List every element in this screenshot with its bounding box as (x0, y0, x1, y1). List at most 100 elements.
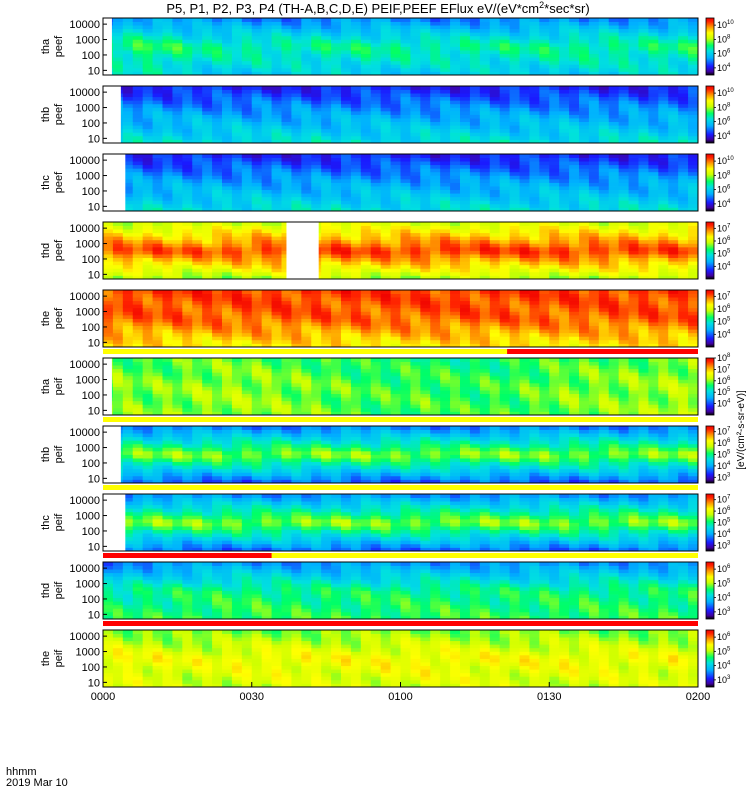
spectrogram-cell (291, 326, 301, 330)
spectrogram-cell (430, 175, 440, 179)
spectrogram-cell (539, 154, 549, 158)
spectrogram-cell (341, 179, 351, 183)
spectrogram-cell (480, 25, 490, 29)
spectrogram-cell (153, 165, 163, 169)
spectrogram-cell (579, 22, 589, 26)
spectrogram-cell (420, 336, 430, 340)
spectrogram-cell (420, 122, 430, 126)
spectrogram-cell (321, 308, 331, 312)
spectrogram-cell (133, 61, 143, 65)
spectrogram-cell (450, 183, 460, 187)
spectrogram-cell (321, 190, 331, 194)
spectrogram-cell (133, 369, 143, 373)
spectrogram-cell (510, 93, 520, 97)
spectrogram-cell (639, 261, 649, 265)
spectrogram-cell (282, 111, 292, 115)
spectrogram-cell (410, 104, 420, 108)
spectrogram-cell (549, 268, 559, 272)
spectrogram-cell (589, 136, 599, 140)
spectrogram-cell (609, 247, 619, 251)
spectrogram-cell (232, 97, 242, 101)
spectrogram-cell (599, 322, 609, 326)
spectrogram-cell (232, 233, 242, 237)
spectrogram-cell (510, 322, 520, 326)
spectrogram-cell (609, 54, 619, 58)
spectrogram-cell (321, 193, 331, 197)
spectrogram-cell (351, 93, 361, 97)
spectrogram-cell (480, 107, 490, 111)
spectrogram-cell (282, 93, 292, 97)
spectrogram-cell (678, 25, 688, 29)
spectrogram-cell (351, 268, 361, 272)
spectrogram-cell (391, 111, 401, 115)
spectrogram-cell (648, 261, 658, 265)
spectrogram-cell (143, 200, 153, 204)
spectrogram-cell (480, 68, 490, 72)
spectrogram-cell (401, 301, 411, 305)
spectrogram-cell (460, 193, 470, 197)
spectrogram-cell (123, 54, 133, 58)
spectrogram-cell (510, 315, 520, 319)
spectrogram-cell (192, 132, 202, 136)
spectrogram-cell (123, 304, 133, 308)
spectrogram-cell (430, 315, 440, 319)
spectrogram-cell (549, 229, 559, 233)
spectrogram-cell (391, 18, 401, 22)
spectrogram-cell (371, 315, 381, 319)
spectrogram-cell (301, 122, 311, 126)
spectrogram-cell (252, 240, 262, 244)
spectrogram-cell (381, 326, 391, 330)
spectrogram-cell (559, 93, 569, 97)
spectrogram-cell (202, 154, 212, 158)
spectrogram-cell (401, 294, 411, 298)
spectrogram-cell (252, 97, 262, 101)
spectrogram-cell (609, 125, 619, 129)
spectrogram-cell (440, 233, 450, 237)
spectrogram-cell (163, 394, 173, 398)
spectrogram-cell (420, 204, 430, 208)
spectrogram-cell (331, 326, 341, 330)
spectrogram-cell (123, 97, 133, 101)
spectrogram-cell (609, 322, 619, 326)
spectrogram-cell (133, 168, 143, 172)
spectrogram-cell (450, 64, 460, 68)
spectrogram-cell (430, 61, 440, 65)
spectrogram-cell (262, 315, 272, 319)
spectrogram-cell (361, 179, 371, 183)
spectrogram-cell (668, 193, 678, 197)
spectrogram-cell (490, 97, 500, 101)
spectrogram-cell (490, 301, 500, 305)
spectrogram-cell (658, 322, 668, 326)
spectrogram-cell (430, 326, 440, 330)
spectrogram-cell (599, 107, 609, 111)
spectrogram-cell (579, 204, 589, 208)
spectrogram-cell (460, 236, 470, 240)
spectrogram-cell (520, 86, 530, 90)
spectrogram-cell (361, 272, 371, 276)
spectrogram-cell (351, 86, 361, 90)
spectrogram-cell (371, 233, 381, 237)
spectrogram-cell (172, 122, 182, 126)
spectrogram-cell (668, 243, 678, 247)
spectrogram-cell (391, 36, 401, 40)
spectrogram-cell (291, 190, 301, 194)
spectrogram-cell (460, 25, 470, 29)
y-tick-label: 10000 (69, 291, 100, 303)
spectrogram-cell (301, 64, 311, 68)
spectrogram-cell (589, 329, 599, 333)
spectrogram-cell (212, 161, 222, 165)
spectrogram-cell (440, 204, 450, 208)
spectrogram-cell (172, 47, 182, 51)
spectrogram-cell (589, 186, 599, 190)
spectrogram-cell (222, 258, 232, 262)
spectrogram-cell (351, 22, 361, 26)
spectrogram-cell (272, 118, 282, 122)
spectrogram-cell (609, 233, 619, 237)
spectrogram-cell (212, 301, 222, 305)
spectrogram-cell (153, 36, 163, 40)
spectrogram-cell (539, 311, 549, 315)
spectrogram-cell (619, 233, 629, 237)
spectrogram-cell (262, 125, 272, 129)
spectrogram-cell (172, 322, 182, 326)
spectrogram-cell (589, 104, 599, 108)
